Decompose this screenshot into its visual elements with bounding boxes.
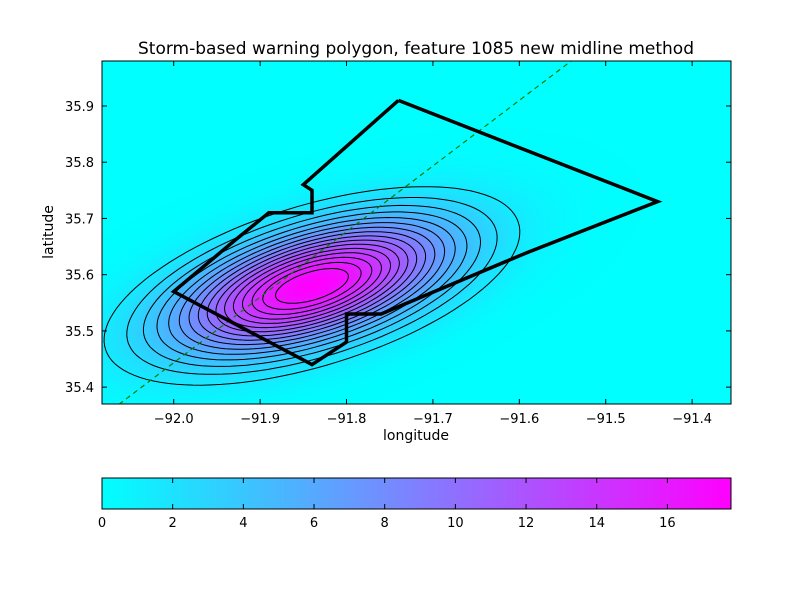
colorbar-bar (101, 477, 732, 510)
colorbar-tick-label: 8 (381, 516, 389, 531)
contour-line-15 (275, 268, 349, 304)
contour-line-9 (215, 239, 409, 333)
chart-title: Storm-based warning polygon, feature 108… (138, 39, 694, 59)
colorbar-ticks: 0 2 4 6 8 10 12 14 16 (98, 478, 676, 531)
colorbar-tick-label: 2 (169, 516, 177, 531)
y-tick-label: 35.5 (65, 325, 94, 340)
y-axis-label: latitude (41, 205, 57, 259)
y-tick-label: 35.6 (65, 269, 94, 284)
contour-line-13 (251, 256, 373, 315)
contour-line-3 (156, 211, 468, 361)
colorbar: 0 2 4 6 8 10 12 14 16 (98, 477, 732, 531)
y-axis: 35.4 35.5 35.6 35.7 35.8 35.9 (65, 100, 731, 396)
contour-line-11 (232, 247, 391, 324)
plot-frame (101, 60, 732, 405)
y-tick-label: 35.9 (65, 100, 94, 115)
colorbar-tick-label: 12 (518, 516, 535, 531)
contour-line-6 (188, 226, 436, 346)
contour-line-14 (262, 261, 362, 310)
contour-line-1 (126, 197, 498, 375)
x-tick-label: −91.5 (586, 412, 626, 427)
x-axis: −92.0 −91.9 −91.8 −91.7 −91.6 −91.5 −91.4 (154, 61, 712, 427)
contour-line-10 (224, 243, 400, 329)
plot-area (101, 60, 732, 405)
midline (118, 61, 572, 404)
y-tick-label: 35.8 (65, 156, 94, 171)
x-tick-label: −91.6 (499, 412, 539, 427)
warning-polygon (170, 98, 663, 367)
x-tick-label: −91.7 (413, 412, 453, 427)
y-tick-label: 35.4 (65, 381, 94, 396)
x-tick-label: −91.4 (672, 412, 712, 427)
y-tick-label: 35.7 (65, 212, 94, 227)
contour-line-2 (142, 204, 482, 367)
colorbar-tick-label: 6 (310, 516, 318, 531)
colorbar-tick-label: 14 (588, 516, 605, 531)
x-axis-label: longitude (383, 428, 449, 444)
colorbar-tick-label: 16 (659, 516, 676, 531)
contour-line-0 (103, 186, 521, 386)
colorbar-tick-label: 0 (98, 516, 106, 531)
x-tick-label: −92.0 (154, 412, 194, 427)
x-tick-label: −91.8 (327, 412, 367, 427)
contour-line-7 (197, 231, 427, 341)
colorbar-tick-label: 4 (239, 516, 247, 531)
x-tick-label: −91.9 (240, 412, 280, 427)
contour-line-12 (242, 252, 382, 320)
contour-line-5 (178, 222, 446, 350)
colorbar-tick-label: 10 (447, 516, 464, 531)
